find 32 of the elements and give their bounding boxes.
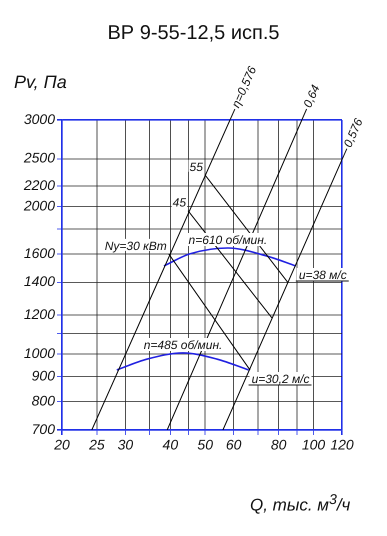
x-tick-label: 50	[197, 436, 214, 452]
y-tick-label: 1200	[24, 306, 56, 322]
x-tick-label: 25	[88, 436, 105, 452]
x-tick-label: 100	[302, 436, 326, 452]
annotation: u=38 м/с	[298, 268, 347, 282]
annotation: u=30,2 м/с	[252, 372, 310, 386]
y-tick-label: 1000	[24, 344, 56, 361]
text: 0,64	[300, 82, 323, 110]
series-label: n=485 об/мин.	[144, 338, 222, 352]
series-label: 45	[172, 196, 186, 210]
y-tick-label: 2000	[22, 197, 56, 214]
x-tick-label: 40	[162, 436, 178, 452]
y-tick-label: 3000	[24, 110, 56, 127]
x-tick-label: 30	[118, 436, 134, 452]
series-label: Ny=30 кВт	[104, 238, 167, 253]
x-tick-label: 120	[330, 436, 354, 452]
x-tick-label: 80	[270, 436, 287, 452]
series-label: 55	[190, 160, 204, 174]
y-axis-title: Pv, Па	[14, 72, 67, 93]
y-tick-label: 1400	[24, 273, 56, 290]
y-tick-label: 2200	[22, 176, 56, 193]
text: 0,576	[340, 116, 366, 150]
chart-title: ВР 9-55-12,5 исп.5	[106, 22, 281, 45]
x-tick-label: 60	[226, 436, 242, 452]
y-tick-label: 700	[32, 420, 56, 437]
y-tick-label: 1600	[24, 244, 56, 261]
x-tick-label: 20	[53, 436, 70, 452]
y-tick-label: 2500	[22, 150, 56, 166]
y-tick-label: 900	[32, 367, 56, 384]
series-label: n=610 об/мин.	[188, 232, 268, 247]
y-tick-label: 800	[32, 392, 56, 408]
x-axis-title: Q, тыс. м$^{3}$/ч	[250, 492, 350, 516]
